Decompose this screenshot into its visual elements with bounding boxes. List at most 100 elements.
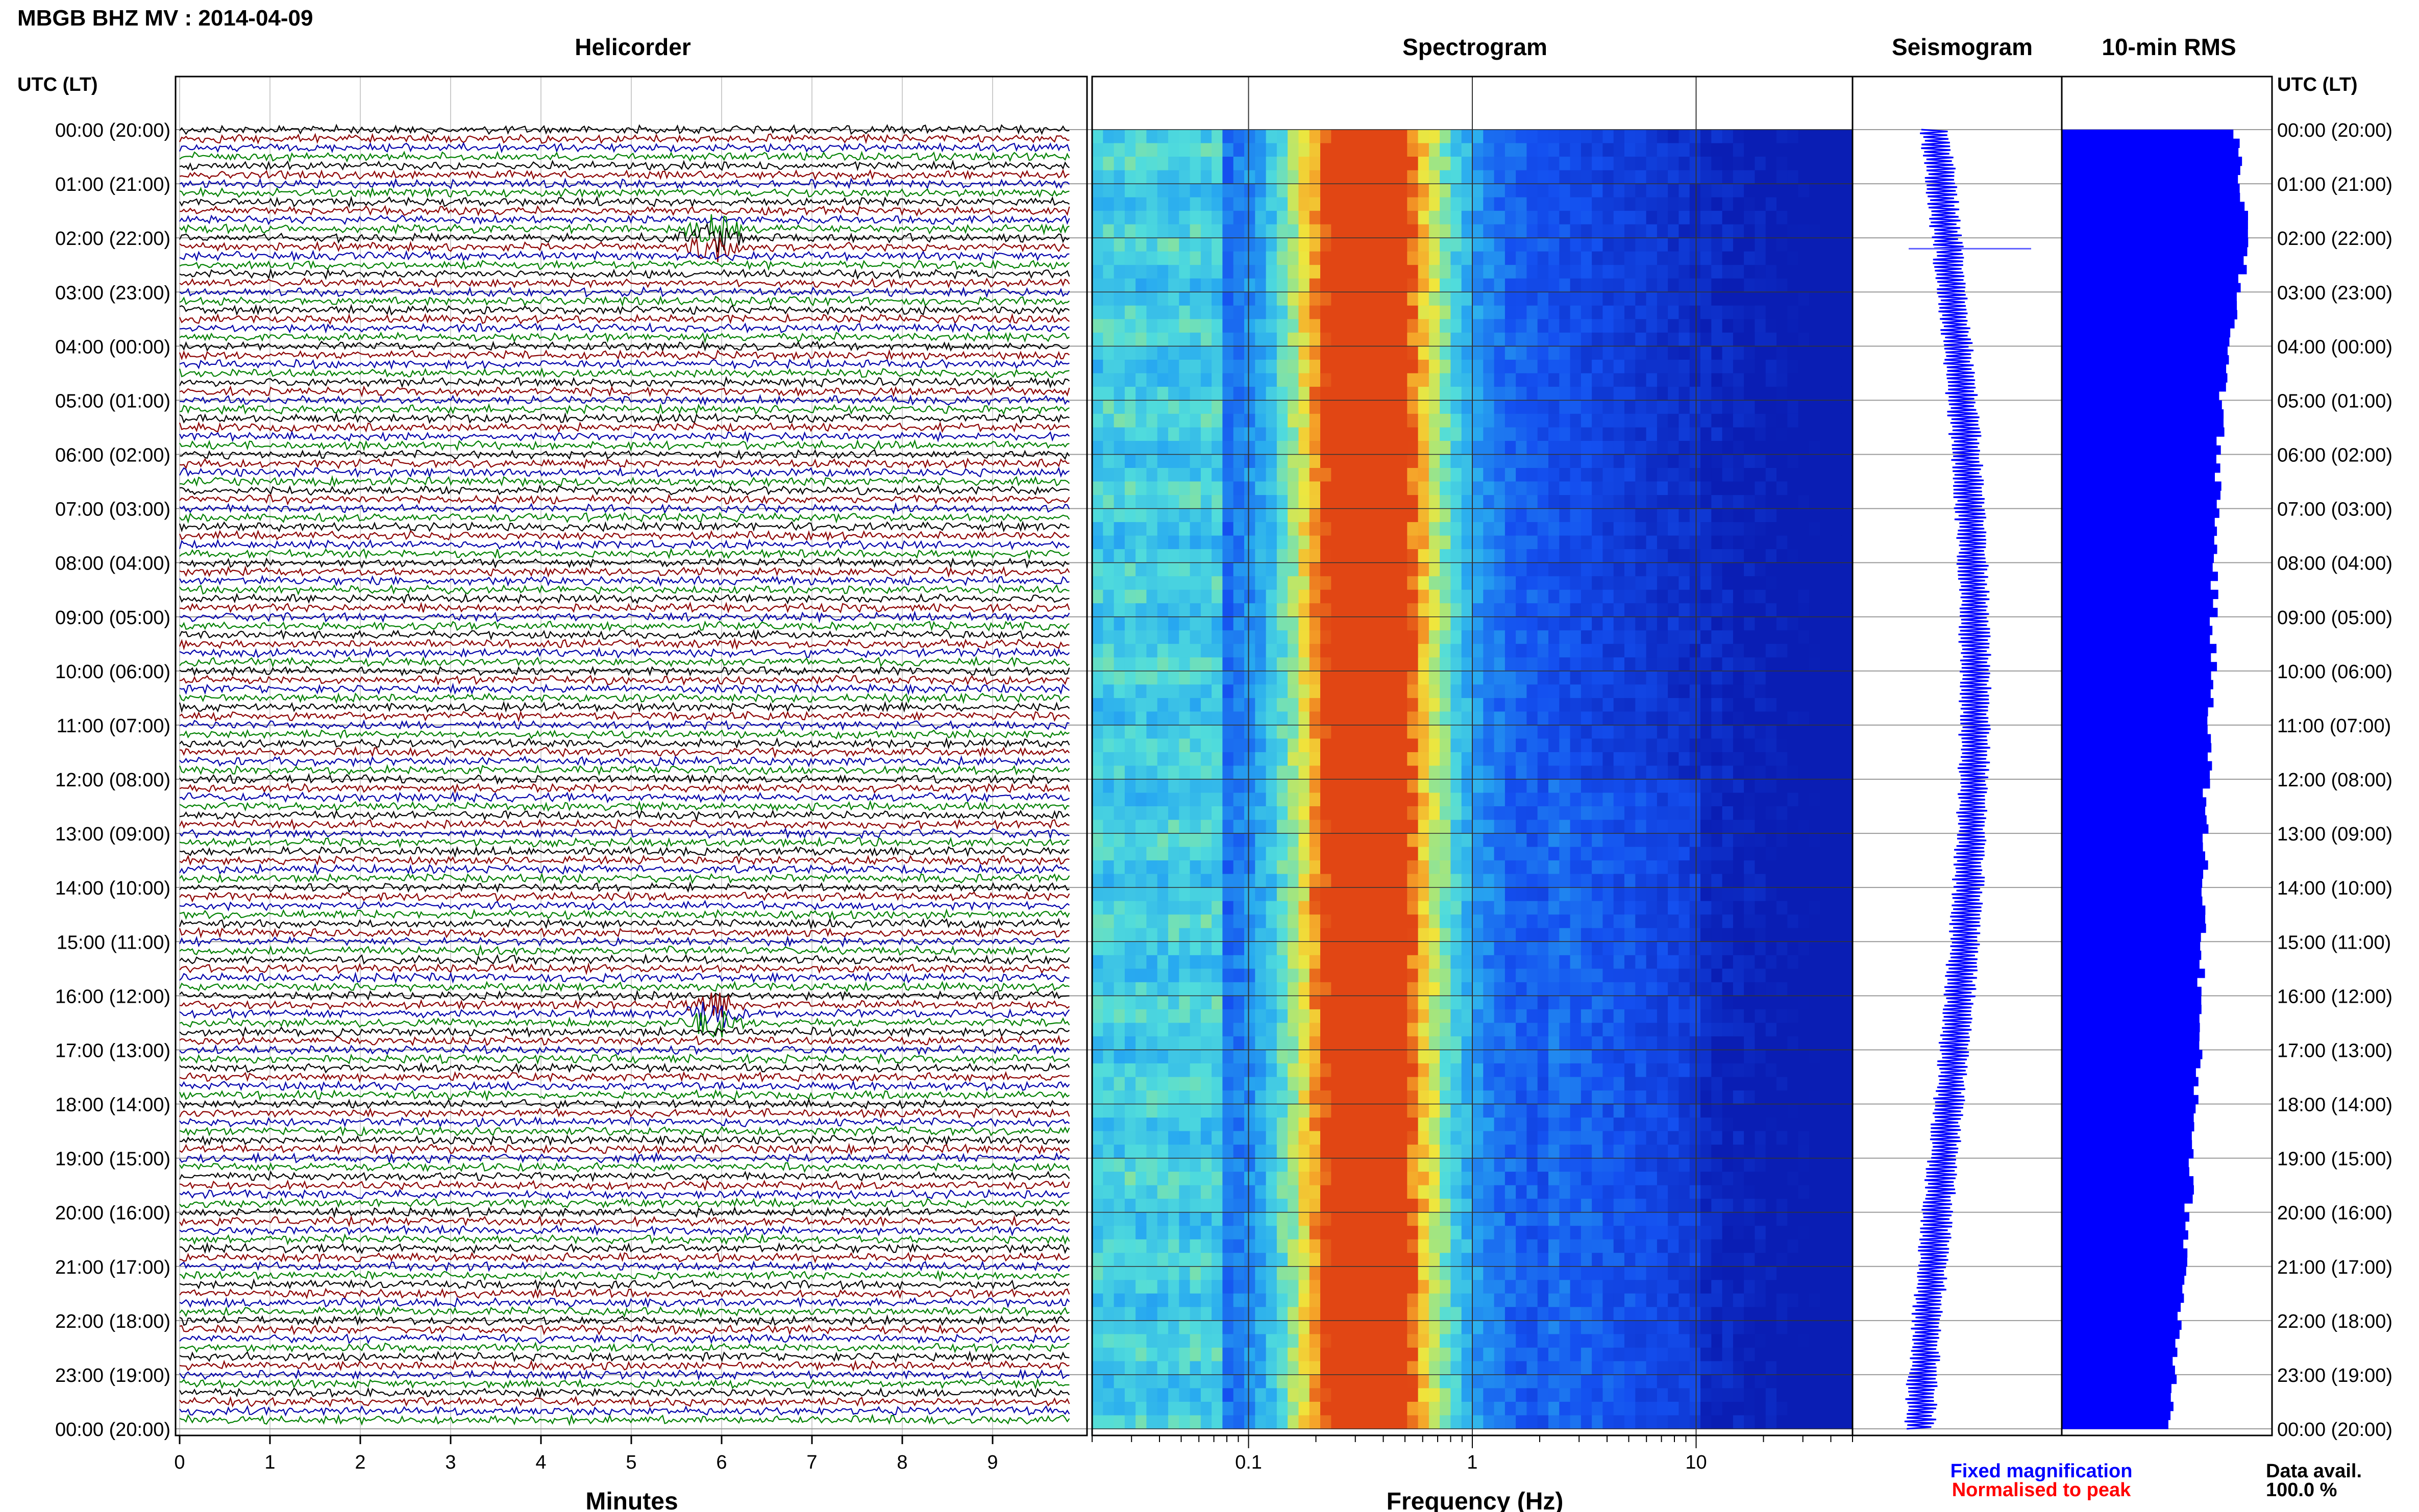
spectrogram-cell [1396,130,1408,144]
spectrogram-cell [1114,752,1125,766]
spectrogram-cell [1298,130,1310,144]
spectrogram-cell [1124,779,1136,794]
spectrogram-cell [1092,211,1104,225]
spectrogram-cell [1190,224,1201,238]
spectrogram-cell [1222,332,1234,347]
spectrogram-cell [1364,1009,1375,1024]
spectrogram-cell [1831,413,1842,428]
spectrogram-cell [1711,616,1723,631]
spectrogram-cell [1592,359,1603,374]
spectrogram-cell [1787,211,1799,225]
spectrogram-cell [1255,833,1267,848]
spectrogram-cell [1548,779,1560,794]
spectrogram-cell [1418,1036,1429,1051]
spectrogram-cell [1722,441,1734,455]
spectrogram-cell [1266,887,1277,902]
spectrogram-cell [1494,265,1505,279]
spectrogram-cell [1765,319,1777,333]
spectrogram-cell [1200,684,1212,699]
spectrogram-cell [1504,874,1516,888]
spectrogram-cell [1798,549,1810,563]
spectrogram-cell [1364,346,1375,360]
spectrogram-cell [1461,657,1473,672]
spectrogram-cell [1679,847,1690,861]
spectrogram-cell [1494,346,1505,360]
spectrogram-cell [1352,765,1364,780]
spectrogram-cell [1212,1050,1223,1064]
helicorder-trace [179,818,1070,831]
spectrogram-cell [1581,454,1592,468]
spectrogram-cell [1255,251,1267,265]
spectrogram-cell [1526,224,1538,238]
spectrogram-cell [1733,319,1744,333]
spectrogram-cell [1602,1009,1614,1024]
helicorder-trace [179,592,1070,605]
spectrogram-cell [1841,630,1853,645]
spectrogram-cell [1733,427,1744,441]
spectrogram-cell [1711,211,1723,225]
spectrogram-cell [1288,779,1299,794]
spectrogram-cell [1146,481,1158,495]
spectrogram-cell [1472,765,1484,780]
spectrogram-cell [1331,630,1343,645]
spectrogram-cell [1418,468,1429,482]
spectrogram-cell [1613,157,1625,171]
spectrogram-cell [1613,413,1625,428]
spectrogram-cell [1440,1023,1451,1037]
spectrogram-cell [1483,305,1495,320]
spectrogram-cell [1841,941,1853,956]
spectrogram-cell [1092,400,1104,414]
spectrogram-cell [1646,184,1658,198]
spectrogram-cell [1200,481,1212,495]
spectrogram-cell [1820,698,1832,712]
spectrogram-cell [1298,874,1310,888]
spectrogram-cell [1136,1050,1147,1064]
spectrogram-cell [1755,738,1766,753]
spectrogram-cell [1342,914,1353,929]
spectrogram-cell [1190,996,1201,1010]
spectrogram-cell [1114,820,1125,834]
spectrogram-cell [1157,914,1169,929]
spectrogram-cell [1570,698,1582,712]
spectrogram-cell [1765,292,1777,306]
spectrogram-cell [1526,643,1538,658]
spectrogram-cell [1288,833,1299,848]
spectrogram-cell [1581,833,1592,848]
spectrogram-cell [1613,224,1625,238]
spectrogram-cell [1461,576,1473,590]
spectrogram-cell [1450,765,1462,780]
spectrogram-cell [1255,698,1267,712]
spectrogram-cell [1309,562,1321,577]
spectrogram-cell [1472,481,1484,495]
spectrogram-cell [1255,725,1267,739]
spectrogram-cell [1103,386,1115,401]
spectrogram-cell [1276,508,1288,523]
spectrogram-cell [1646,738,1658,753]
helicorder-trace [179,186,1070,199]
spectrogram-cell [1190,860,1201,875]
spectrogram-cell [1689,184,1701,198]
spectrogram-cell [1776,955,1788,970]
spectrogram-cell [1744,887,1756,902]
spectrogram-cell [1168,468,1180,482]
helicorder-trace [179,1107,1070,1119]
spectrogram-cell [1298,413,1310,428]
spectrogram-cell [1276,671,1288,685]
spectrogram-cell [1504,265,1516,279]
spectrogram-cell [1418,914,1429,929]
spectrogram-cell [1190,576,1201,590]
spectrogram-cell [1776,278,1788,292]
spectrogram-cell [1776,427,1788,441]
spectrogram-cell [1592,508,1603,523]
spectrogram-cell [1320,427,1332,441]
spectrogram-cell [1820,847,1832,861]
spectrogram-cell [1385,562,1397,577]
spectrogram-cell [1733,616,1744,631]
spectrogram-cell [1483,522,1495,536]
spectrogram-cell [1504,684,1516,699]
spectrogram-cell [1483,630,1495,645]
spectrogram-cell [1331,738,1343,753]
spectrogram-cell [1700,508,1712,523]
spectrogram-cell [1200,386,1212,401]
spectrogram-cell [1602,643,1614,658]
